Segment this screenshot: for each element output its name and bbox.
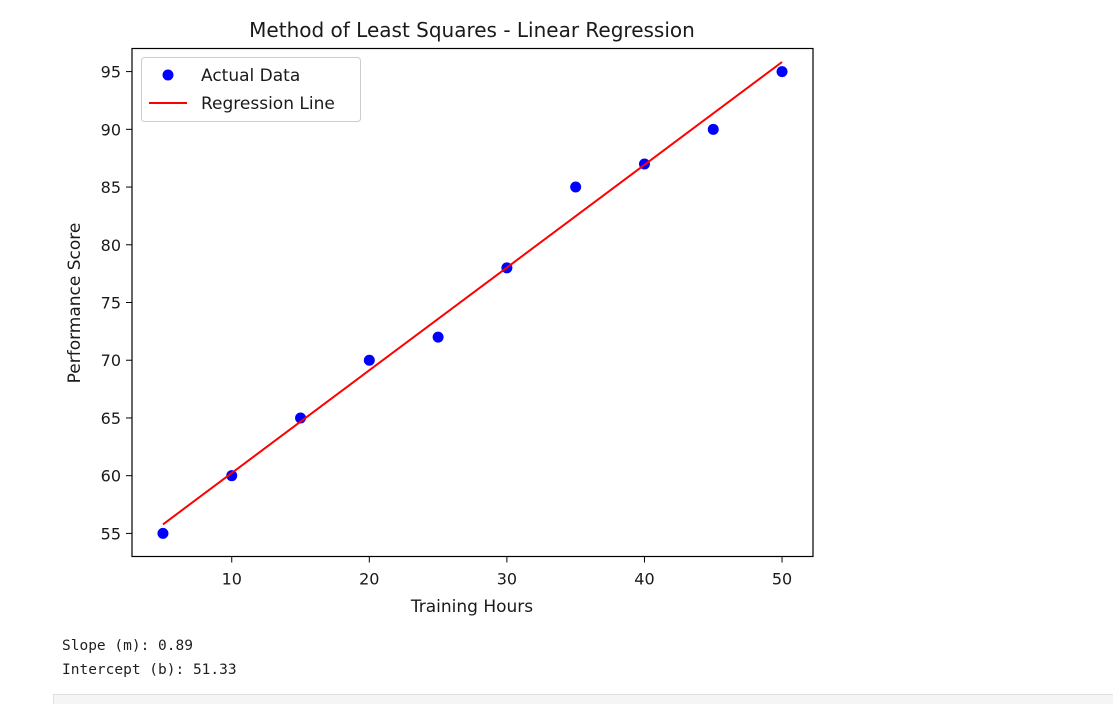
x-tick-label: 40 (634, 570, 654, 589)
y-axis-ticks: 55 60 65 70 75 80 85 90 95 (101, 63, 132, 543)
data-point (570, 181, 582, 193)
y-tick-label: 80 (101, 236, 121, 255)
data-point (157, 527, 169, 539)
regression-chart: Method of Least Squares - Linear Regress… (65, 18, 814, 617)
y-tick-label: 55 (101, 524, 121, 543)
data-point (226, 470, 238, 482)
slope-output: Slope (m): 0.89 (62, 638, 193, 654)
y-tick-label: 75 (101, 294, 121, 313)
plot-area (131, 47, 814, 558)
y-tick-label: 90 (101, 120, 121, 139)
data-point (707, 123, 719, 135)
y-tick-label: 65 (101, 409, 121, 428)
x-tick-label: 50 (772, 570, 792, 589)
intercept-output: Intercept (b): 51.33 (62, 662, 237, 678)
y-tick-label: 95 (101, 63, 121, 82)
legend-label-regression-line: Regression Line (201, 94, 335, 114)
legend-label-actual-data: Actual Data (201, 66, 300, 86)
legend-scatter-marker (162, 69, 174, 81)
x-tick-label: 30 (497, 570, 517, 589)
x-tick-label: 10 (222, 570, 242, 589)
regression-line (162, 61, 783, 526)
chart-title: Method of Least Squares - Linear Regress… (249, 18, 695, 42)
y-tick-label: 60 (101, 467, 121, 486)
y-axis-label: Performance Score (65, 223, 85, 384)
data-point (776, 66, 788, 78)
x-axis-ticks: 10 20 30 40 50 (222, 556, 792, 589)
data-point (432, 331, 444, 343)
y-tick-label: 70 (101, 351, 121, 370)
series-layer (157, 61, 788, 539)
next-code-cell[interactable] (53, 694, 1113, 704)
stdout-output: Slope (m): 0.89 Intercept (b): 51.33 (62, 634, 237, 682)
x-axis-label: Training Hours (410, 597, 533, 617)
y-tick-label: 85 (101, 178, 121, 197)
x-tick-label: 20 (359, 570, 379, 589)
legend: Actual Data Regression Line (141, 57, 361, 122)
legend-box (141, 57, 361, 122)
data-point (363, 354, 375, 366)
